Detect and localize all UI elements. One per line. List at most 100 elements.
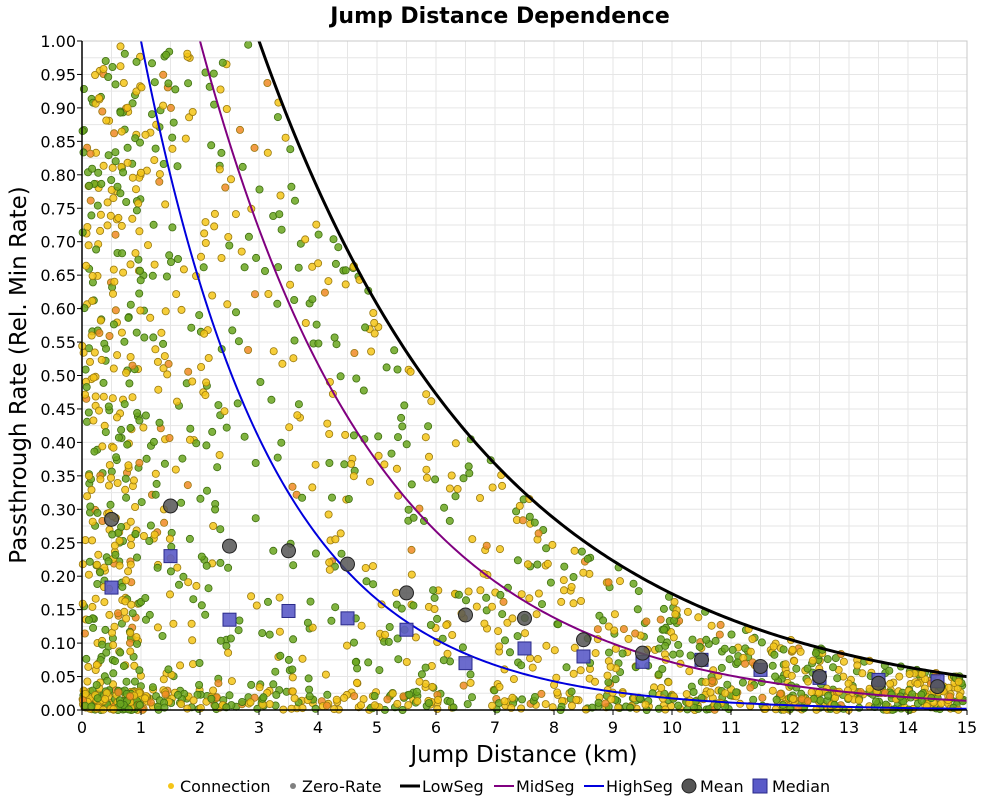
- connection-point: [210, 209, 219, 218]
- connection-point: [674, 640, 683, 649]
- connection-point: [314, 230, 323, 239]
- connection-point: [169, 118, 178, 127]
- connection-point: [411, 633, 420, 642]
- connection-point: [209, 686, 218, 695]
- connection-point: [631, 629, 640, 638]
- connection-point: [706, 688, 715, 697]
- connection-point: [117, 221, 126, 230]
- statistics-markers: [104, 498, 945, 695]
- connection-point: [160, 352, 169, 361]
- connection-point: [606, 662, 615, 671]
- y-tick-label: 0.05: [40, 668, 76, 687]
- connection-point: [214, 401, 223, 410]
- y-tick-label: 0.25: [40, 534, 76, 553]
- connection-point: [132, 328, 141, 337]
- connection-point: [88, 517, 97, 526]
- connection-point: [290, 196, 299, 205]
- connection-point: [224, 232, 233, 241]
- connection-point: [110, 277, 119, 286]
- connection-point: [135, 266, 144, 275]
- connection-point: [424, 422, 433, 431]
- connection-point: [686, 651, 695, 660]
- highseg-curve: [140, 40, 968, 710]
- connection-point: [105, 481, 114, 490]
- connection-point: [854, 696, 863, 705]
- connection-point: [227, 677, 236, 686]
- connection-point: [370, 329, 379, 338]
- connection-point: [417, 670, 426, 679]
- connection-point: [168, 133, 177, 142]
- connection-point: [829, 663, 838, 672]
- mean-marker: [281, 543, 296, 559]
- connection-point: [240, 432, 249, 441]
- connection-point: [368, 562, 377, 571]
- connection-point: [95, 94, 104, 103]
- connection-point: [445, 516, 454, 525]
- connection-point: [231, 210, 240, 219]
- connection-point: [126, 352, 135, 361]
- connection-point: [289, 561, 298, 570]
- connection-point: [108, 63, 117, 72]
- connection-point: [422, 390, 431, 399]
- connection-point: [148, 271, 157, 280]
- connection-point: [769, 642, 778, 651]
- x-tick-label: 4: [313, 718, 323, 737]
- legend-marker-median: [752, 778, 768, 794]
- connection-point: [287, 182, 296, 191]
- connection-point: [81, 536, 90, 545]
- connection-point: [350, 692, 359, 701]
- connection-point: [591, 677, 600, 686]
- connection-point: [196, 494, 205, 503]
- connection-point: [278, 359, 287, 368]
- y-tick-label: 0.50: [40, 367, 76, 386]
- connection-point: [359, 386, 368, 395]
- connection-point: [121, 474, 130, 483]
- connection-point: [599, 616, 608, 625]
- connection-point: [135, 666, 144, 675]
- connection-point: [164, 665, 173, 674]
- connection-point: [426, 621, 435, 630]
- connection-point: [208, 427, 217, 436]
- connection-point: [126, 260, 135, 269]
- connection-point: [610, 610, 619, 619]
- connection-point: [130, 661, 139, 670]
- connection-point: [128, 361, 137, 370]
- connection-point: [289, 635, 298, 644]
- connection-point: [509, 675, 518, 684]
- connection-point: [95, 406, 104, 415]
- connection-point: [746, 683, 755, 692]
- connection-point: [937, 699, 946, 708]
- connection-point: [772, 695, 781, 704]
- connection-point: [78, 560, 87, 569]
- connection-point: [134, 199, 143, 208]
- connection-point: [131, 530, 140, 539]
- connection-point: [277, 438, 286, 447]
- connection-point: [145, 537, 154, 546]
- connection-point: [126, 628, 135, 637]
- connection-point: [393, 365, 402, 374]
- connection-point: [305, 692, 314, 701]
- connection-point: [306, 597, 315, 606]
- connection-point: [188, 108, 197, 117]
- median-marker: [458, 656, 473, 671]
- mean-marker: [930, 679, 945, 695]
- connection-point: [184, 79, 193, 88]
- connection-point: [166, 103, 175, 112]
- connection-point: [831, 654, 840, 663]
- connection-point: [94, 168, 103, 177]
- connection-point: [771, 672, 780, 681]
- connection-point: [173, 254, 182, 263]
- connection-point: [380, 460, 389, 469]
- connection-point: [428, 682, 437, 691]
- connection-point: [201, 238, 210, 247]
- connection-point: [114, 688, 123, 697]
- connection-point: [567, 701, 576, 710]
- connection-point: [732, 688, 741, 697]
- connection-point: [305, 685, 314, 694]
- connection-point: [439, 656, 448, 665]
- connection-point: [225, 241, 234, 250]
- connection-point: [108, 530, 117, 539]
- median-marker: [340, 611, 355, 626]
- connection-point: [327, 493, 336, 502]
- connection-point: [546, 578, 555, 587]
